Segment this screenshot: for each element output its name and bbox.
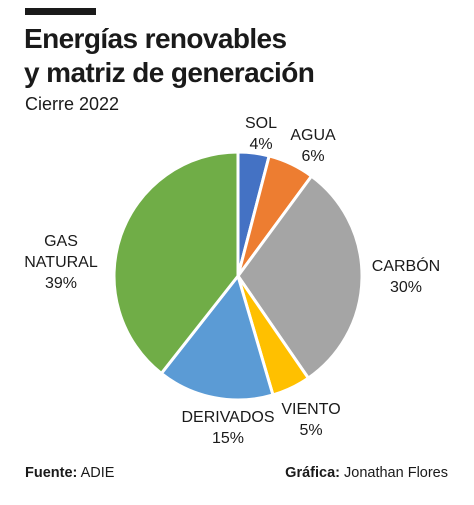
slice-value-label-sol: 4% bbox=[249, 136, 272, 153]
slice-name-label-gas-natural: NATURAL bbox=[24, 254, 98, 271]
pie-slice-derivados bbox=[159, 274, 275, 402]
slice-name-label-derivados: DERIVADOS bbox=[181, 409, 274, 426]
graphic-credit: Gráfica: Jonathan Flores bbox=[285, 465, 448, 481]
credit-value: Jonathan Flores bbox=[344, 465, 448, 481]
slice-value-label-gas-natural: 39% bbox=[45, 275, 77, 292]
slice-name-label-sol: SOL bbox=[245, 115, 277, 132]
source-credit: Fuente: ADIE bbox=[25, 465, 114, 481]
chart-subtitle: Cierre 2022 bbox=[25, 94, 120, 114]
slice-name-label-agua: AGUA bbox=[290, 127, 336, 144]
chart-title-line-2: y matriz de generación bbox=[24, 57, 315, 88]
chart-title-line-1: Energías renovables bbox=[24, 23, 287, 54]
source-value: ADIE bbox=[80, 465, 115, 481]
slice-value-label-agua: 6% bbox=[301, 148, 324, 165]
pie-slice-carbón bbox=[236, 174, 364, 380]
slice-name-label-gas-natural: GAS bbox=[44, 233, 78, 250]
slice-name-label-viento: VIENTO bbox=[281, 401, 340, 418]
credit-label: Gráfica: bbox=[285, 465, 340, 481]
slice-value-label-carbón: 30% bbox=[390, 279, 422, 296]
source-label: Fuente: bbox=[25, 465, 78, 481]
decorative-top-bar bbox=[25, 8, 96, 15]
slice-value-label-derivados: 15% bbox=[212, 430, 244, 447]
pie-slice-gas-natural bbox=[112, 150, 240, 375]
slice-name-label-carbón: CARBÓN bbox=[372, 256, 440, 275]
slice-value-label-viento: 5% bbox=[299, 422, 322, 439]
chart-title: Energías renovables y matriz de generaci… bbox=[24, 22, 464, 90]
